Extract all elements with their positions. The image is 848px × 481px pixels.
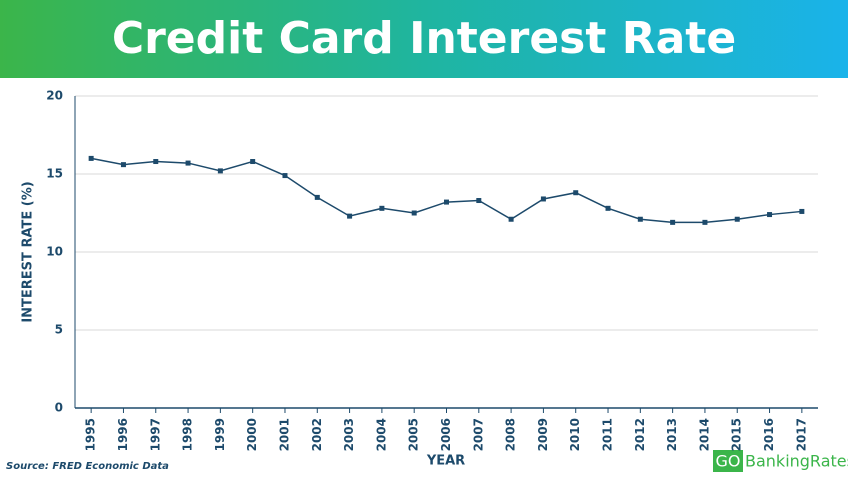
data-point <box>250 159 256 165</box>
data-point <box>799 208 805 214</box>
x-tick-label: 2003 <box>342 418 356 451</box>
x-tick-label: 1995 <box>84 418 98 451</box>
data-point <box>508 216 514 222</box>
y-tick-label: 20 <box>46 89 63 103</box>
x-tick-label: 2016 <box>762 418 776 451</box>
x-tick-label: 2014 <box>697 418 711 451</box>
x-tick-label: 2010 <box>568 418 582 451</box>
data-point <box>734 216 740 222</box>
x-tick-label: 1997 <box>148 418 162 451</box>
x-tick-label: 2006 <box>439 418 453 451</box>
data-point <box>411 210 417 216</box>
x-tick-label: 2000 <box>245 418 259 451</box>
x-tick-label: 2001 <box>277 418 291 451</box>
x-tick-label: 2002 <box>310 418 324 451</box>
y-tick-label: 5 <box>55 323 63 337</box>
data-point <box>573 190 579 196</box>
data-point <box>282 173 288 179</box>
data-point <box>476 198 482 204</box>
x-tick-label: 2011 <box>601 418 615 451</box>
y-tick-label: 0 <box>55 401 63 415</box>
x-tick-label: 2013 <box>665 418 679 451</box>
data-point <box>120 162 126 168</box>
data-point <box>637 216 643 222</box>
logo-badge: GO <box>716 452 741 471</box>
data-point <box>314 194 320 200</box>
x-tick-label: 2004 <box>374 418 388 451</box>
x-tick-label: 2009 <box>536 418 550 451</box>
data-point <box>605 205 611 211</box>
chart-title: Credit Card Interest Rate <box>112 13 736 64</box>
data-point <box>444 199 449 205</box>
y-tick-label: 15 <box>46 167 63 181</box>
data-point <box>153 159 159 165</box>
x-tick-label: 2008 <box>504 418 518 451</box>
data-point <box>670 219 676 225</box>
x-axis-label: YEAR <box>426 454 465 469</box>
y-axis-label: INTEREST RATE (%) <box>21 181 36 322</box>
data-point <box>702 219 708 225</box>
data-point <box>540 196 546 202</box>
logo-name: BankingRates <box>745 452 848 471</box>
data-point <box>347 213 353 219</box>
data-point <box>379 205 385 211</box>
logo-badge-box <box>713 450 743 472</box>
x-tick-label: 2005 <box>407 418 421 451</box>
data-point <box>217 168 223 174</box>
source-note: Source: FRED Economic Data <box>6 461 169 472</box>
x-tick-label: 2015 <box>730 418 744 451</box>
x-tick-label: 2017 <box>794 418 808 451</box>
x-tick-label: 2007 <box>471 418 485 451</box>
x-tick-label: 1998 <box>181 418 195 451</box>
data-point <box>88 155 94 161</box>
x-tick-label: 2012 <box>633 418 647 451</box>
header-banner <box>0 0 848 78</box>
data-point <box>185 160 191 166</box>
y-tick-label: 10 <box>46 245 63 259</box>
x-tick-label: 1996 <box>116 418 130 451</box>
x-tick-label: 1999 <box>213 418 227 451</box>
data-line <box>91 157 802 224</box>
data-point <box>767 212 773 218</box>
